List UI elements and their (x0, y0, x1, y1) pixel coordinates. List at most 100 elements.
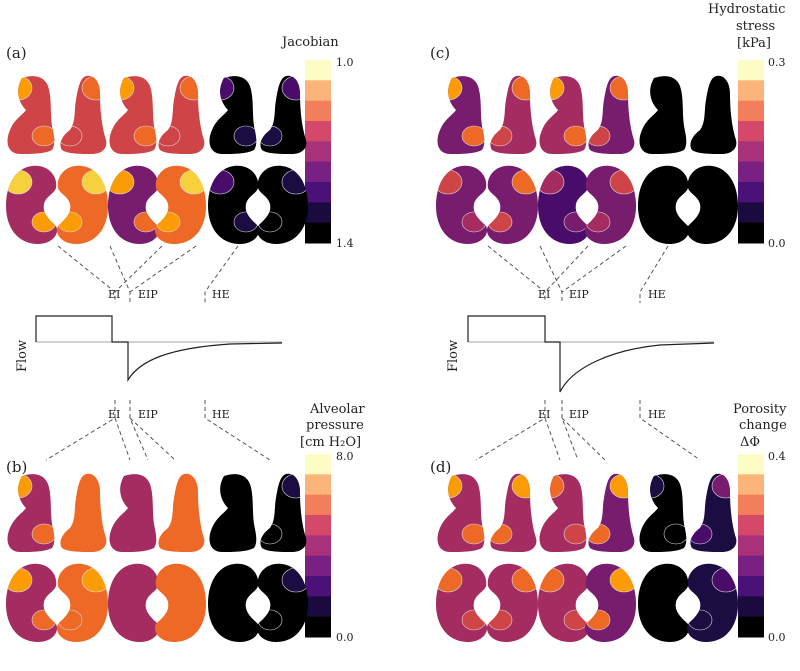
lung-slice (260, 473, 307, 552)
colorbar-segment (305, 100, 331, 122)
lung-slice (109, 474, 157, 552)
colorbar-segment (305, 515, 331, 536)
lung-slice (256, 165, 309, 244)
colorbar-segment (738, 222, 764, 244)
colorbar-segment (738, 616, 764, 638)
lung-base (690, 75, 737, 154)
colorbar-segment (738, 161, 764, 183)
colorbar-segment (305, 474, 331, 496)
colorbar-c-bottom-value: 0.0 (768, 237, 786, 250)
lung-slice (486, 165, 539, 244)
lung-base (538, 165, 590, 244)
label-ei-left-bottom: EI (108, 408, 120, 421)
lung-slice (584, 563, 637, 642)
colorbar-segment (305, 454, 331, 475)
lung-slice (436, 563, 488, 642)
lung-slice (686, 165, 738, 244)
lung-slice (208, 563, 260, 642)
colorbar-d-top-value: 0.4 (768, 450, 786, 463)
connector-lines (45, 245, 701, 461)
colorbar-c (738, 60, 764, 244)
colorbar-segment (738, 515, 764, 536)
lung-base (686, 165, 738, 244)
lung-slice (690, 473, 737, 552)
colorbar-d-title-1: Porosity (733, 402, 787, 417)
colorbar-segment (305, 616, 331, 638)
lung-base (154, 563, 206, 642)
lung-slice (6, 165, 58, 244)
colorbar-segment (738, 596, 764, 618)
panel-c-label: (c) (430, 44, 450, 62)
lung-base (486, 165, 538, 244)
colorbar-segment (305, 60, 331, 81)
lung-base (6, 165, 58, 244)
colorbar-b-top-value: 8.0 (336, 450, 354, 463)
lung-base (154, 165, 206, 244)
lung-base (158, 473, 205, 552)
lung-slice (108, 165, 160, 244)
lung-slice (260, 75, 307, 154)
colorbar-segment (738, 141, 764, 163)
colorbar-b-title-3: [cm H₂O] (300, 435, 361, 450)
lung-slice (490, 75, 537, 154)
colorbar-segment (738, 80, 764, 102)
lung-slice (436, 165, 488, 244)
lung-base (60, 473, 107, 552)
colorbar-b-title-1: Alveolar (309, 402, 365, 417)
lung-slice (437, 76, 485, 154)
lung-slice (490, 473, 537, 552)
lung-slice (154, 563, 206, 642)
lung-base (256, 165, 308, 244)
label-he-left-top: HE (212, 288, 230, 301)
lung-base (486, 563, 538, 642)
lung-slice (108, 563, 160, 642)
lung-base (108, 563, 160, 642)
lung-base (208, 563, 260, 642)
lung-slice (60, 473, 107, 552)
label-eip-left-bottom: EIP (138, 408, 158, 421)
colorbar-segment (738, 100, 764, 122)
lung-slice (154, 165, 207, 244)
panel-b-label: (b) (6, 458, 27, 476)
colorbar-d (738, 454, 764, 638)
colorbar-a-top-value: 1.0 (336, 56, 354, 69)
lung-base (56, 165, 108, 244)
colorbar-segment (305, 494, 331, 516)
colorbar-segment (738, 494, 764, 516)
colorbar-b-title-2: pressure (306, 418, 364, 433)
lung-slice (158, 473, 205, 552)
lung-slice (109, 76, 157, 154)
colorbar-segment (738, 474, 764, 496)
lung-slice (158, 75, 205, 154)
colorbar-segment (738, 576, 764, 597)
colorbar-segment (305, 161, 331, 183)
label-he-left-bottom: HE (212, 408, 230, 421)
lung-base (638, 563, 690, 642)
flow-label-left: Flow (15, 340, 30, 372)
colorbar-segment (738, 555, 764, 577)
colorbar-segment (738, 60, 764, 81)
lung-base (538, 563, 590, 642)
colorbar-c-top-value: 0.3 (768, 56, 786, 69)
label-ei-left-top: EI (108, 288, 120, 301)
colorbar-b (305, 454, 331, 638)
lung-slice (209, 474, 257, 552)
lung-slice (588, 473, 635, 552)
colorbar-segment (305, 202, 331, 224)
lung-base (584, 165, 636, 244)
colorbar-d-bottom-value: 0.0 (768, 631, 786, 644)
colorbar-segment (305, 555, 331, 577)
lung-base (256, 563, 308, 642)
lung-base (109, 474, 157, 552)
lung-slice (56, 165, 109, 244)
lung-slice (539, 76, 587, 154)
lung-slice (686, 563, 739, 642)
colorbar-segment (305, 222, 331, 244)
label-ei-right-bottom: EI (538, 408, 550, 421)
lung-slice (209, 76, 257, 154)
lung-slice (208, 165, 260, 244)
label-eip-left-top: EIP (138, 288, 158, 301)
colorbar-segment (305, 121, 331, 142)
flow-waveform-left (35, 315, 283, 383)
lung-base (56, 563, 108, 642)
